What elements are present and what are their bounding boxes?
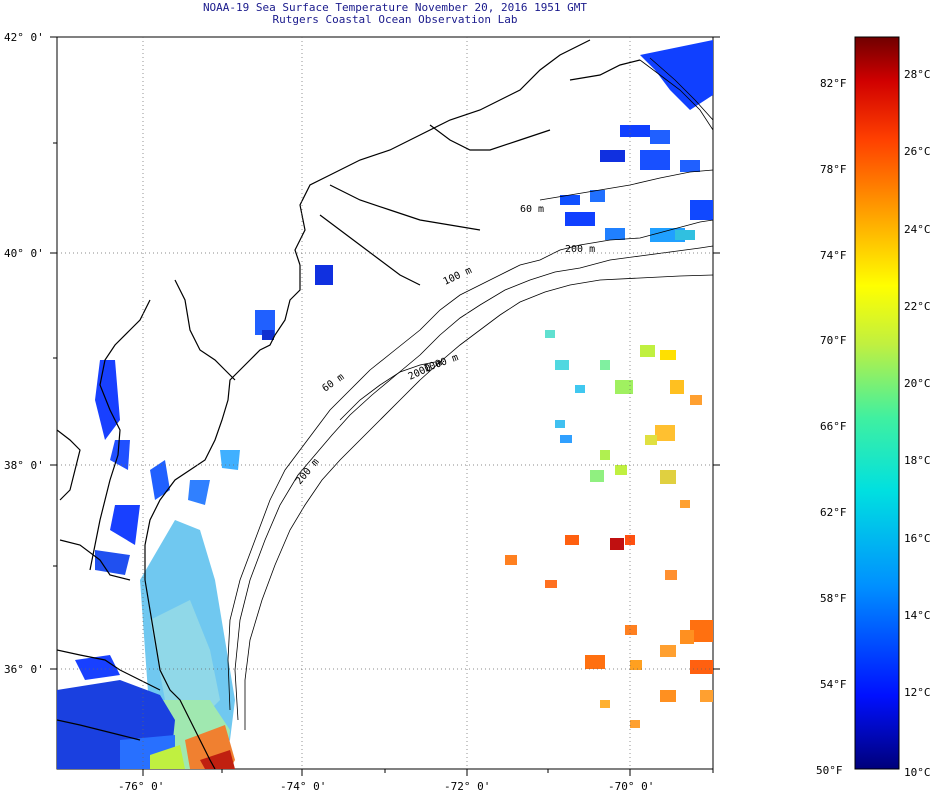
cb-f-66: 66°F xyxy=(820,420,847,433)
cb-f-62: 62°F xyxy=(820,506,847,519)
latitude-labels: 42° 0' 40° 0' 38° 0' 36° 0' xyxy=(4,31,44,676)
lon-label-76: -76° 0' xyxy=(118,780,164,793)
map-subtitle: Rutgers Coastal Ocean Observation Lab xyxy=(272,13,518,26)
cb-c-20: 20°C xyxy=(904,377,931,390)
lon-label-72: -72° 0' xyxy=(444,780,490,793)
cb-c-18: 18°C xyxy=(904,454,931,467)
cb-f-78: 78°F xyxy=(820,163,847,176)
contour-label-60: 60 m xyxy=(520,204,544,215)
cb-f-70: 70°F xyxy=(820,334,847,347)
cb-c-26: 26°C xyxy=(904,145,931,158)
coastline xyxy=(57,39,641,769)
lat-label-36: 36° 0' xyxy=(4,663,44,676)
colorbar xyxy=(854,36,900,770)
cb-f-82: 82°F xyxy=(820,77,847,90)
lon-label-70: -70° 0' xyxy=(608,780,654,793)
cb-c-16: 16°C xyxy=(904,532,931,545)
cb-f-74: 74°F xyxy=(820,249,847,262)
lat-label-42: 42° 0' xyxy=(4,31,44,44)
contour-label-200: 200 m xyxy=(565,244,595,255)
cb-f-58: 58°F xyxy=(820,592,847,605)
bathymetry-contours xyxy=(227,57,713,730)
longitude-labels: -76° 0' -74° 0' -72° 0' -70° 0' xyxy=(118,780,654,793)
lon-label-74: -74° 0' xyxy=(280,780,326,793)
cb-c-12: 12°C xyxy=(904,686,931,699)
map-title: NOAA-19 Sea Surface Temperature November… xyxy=(202,1,588,14)
sst-data-layer xyxy=(57,40,713,769)
colorbar-f-labels: 82°F 78°F 74°F 70°F 66°F 62°F 58°F 54°F … xyxy=(816,77,847,777)
cb-c-22: 22°C xyxy=(904,300,931,313)
lat-label-38: 38° 0' xyxy=(4,459,44,472)
axis-ticks xyxy=(50,36,720,776)
colorbar-c-labels: 28°C 26°C 24°C 22°C 20°C 18°C 16°C 14°C … xyxy=(904,68,931,779)
cb-c-28: 28°C xyxy=(904,68,931,81)
cb-c-14: 14°C xyxy=(904,609,931,622)
cb-c-10: 10°C xyxy=(904,766,931,779)
lat-label-40: 40° 0' xyxy=(4,247,44,260)
graticule xyxy=(57,37,713,769)
cb-f-54: 54°F xyxy=(820,678,847,691)
cb-c-24: 24°C xyxy=(904,223,931,236)
cb-f-50: 50°F xyxy=(816,764,843,777)
